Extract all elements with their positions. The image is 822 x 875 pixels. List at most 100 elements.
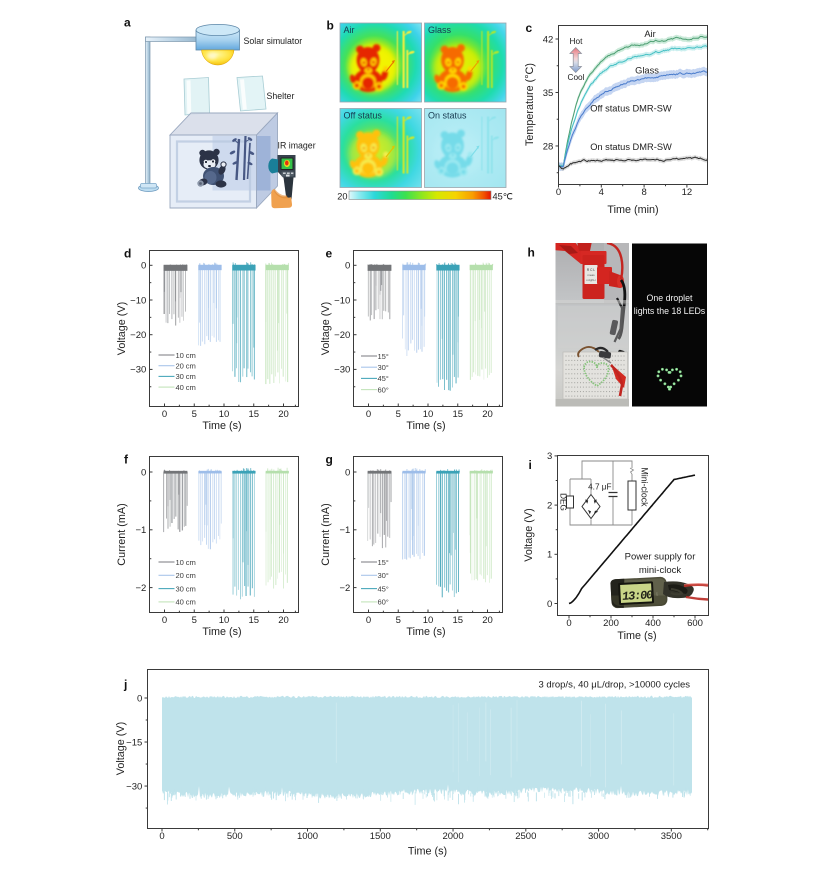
svg-text:lights the 18 LEDs: lights the 18 LEDs [634,306,706,316]
svg-text:−2: −2 [135,583,146,594]
svg-text:35: 35 [543,88,554,99]
svg-text:10: 10 [219,409,230,420]
svg-text:60°: 60° [378,385,389,394]
svg-text:Glass: Glass [428,25,452,35]
svg-text:10 cm: 10 cm [176,351,196,360]
svg-text:b: b [327,19,334,33]
svg-text:0: 0 [141,467,146,478]
svg-text:600: 600 [687,618,703,629]
svg-text:Solar simulator: Solar simulator [244,36,303,46]
svg-text:40 cm: 40 cm [176,598,196,607]
svg-text:45°: 45° [378,374,389,383]
svg-text:−30: −30 [334,365,350,376]
svg-text:42: 42 [543,34,554,45]
svg-text:20: 20 [482,615,493,626]
svg-text:d: d [124,247,131,261]
svg-text:10: 10 [423,615,434,626]
svg-text:4: 4 [599,187,604,198]
svg-text:−15: −15 [126,737,142,748]
svg-text:j: j [123,678,127,692]
svg-text:Voltage (V): Voltage (V) [523,508,535,561]
svg-text:Temperature (°C): Temperature (°C) [524,63,536,146]
svg-text:set: set [655,592,659,596]
svg-text:Voltage (V): Voltage (V) [116,302,128,355]
svg-text:5: 5 [396,615,401,626]
svg-text:0: 0 [162,409,167,420]
svg-text:Time (s): Time (s) [202,420,241,432]
svg-text:c: c [526,21,533,35]
svg-text:v-light-i: v-light-i [586,278,596,282]
svg-text:−30: −30 [130,365,146,376]
svg-text:3: 3 [547,451,552,462]
svg-text:0: 0 [159,831,164,842]
svg-text:3000: 3000 [588,831,609,842]
svg-text:Time (s): Time (s) [617,630,656,642]
svg-text:45°: 45° [378,584,389,593]
svg-text:−20: −20 [334,330,350,341]
svg-text:One droplet: One droplet [647,293,694,303]
svg-text:IR imager: IR imager [278,141,316,151]
svg-text:a: a [124,16,131,30]
svg-text:Air: Air [344,25,355,35]
svg-text:500: 500 [227,831,243,842]
svg-text:13:00: 13:00 [622,588,654,604]
svg-text:Air: Air [644,29,655,39]
svg-text:h: h [528,246,535,260]
svg-text:Time (min): Time (min) [607,204,658,216]
svg-text:Cool: Cool [567,72,584,82]
svg-text:1: 1 [547,550,552,561]
svg-text:4.7 μF: 4.7 μF [588,483,611,492]
svg-text:28: 28 [543,141,554,152]
svg-text:g: g [326,453,333,467]
svg-text:2000: 2000 [442,831,463,842]
svg-text:20 cm: 20 cm [176,362,196,371]
svg-text:5: 5 [192,409,197,420]
svg-text:15: 15 [452,409,463,420]
svg-text:0: 0 [162,615,167,626]
svg-text:On status DMR-SW: On status DMR-SW [590,142,672,152]
svg-text:−1: −1 [135,525,146,536]
svg-text:0: 0 [137,693,142,704]
svg-text:−30: −30 [126,781,142,792]
svg-text:20: 20 [482,409,493,420]
svg-text:−2: −2 [339,583,350,594]
svg-text:0: 0 [556,187,561,198]
svg-text:Shelter: Shelter [267,91,295,101]
svg-text:Power supply for: Power supply for [625,552,696,563]
svg-text:Off status DMR-SW: Off status DMR-SW [590,104,672,114]
svg-text:3 drop/s, 40 μL/drop, >10000 c: 3 drop/s, 40 μL/drop, >10000 cycles [539,680,691,691]
svg-text:1000: 1000 [297,831,318,842]
svg-text:0: 0 [141,261,146,272]
svg-text:15°: 15° [378,558,389,567]
svg-text:1500: 1500 [370,831,391,842]
svg-text:−1: −1 [339,525,350,536]
svg-text:2: 2 [547,500,552,511]
svg-text:Time (s): Time (s) [202,626,241,638]
svg-text:0: 0 [345,467,350,478]
svg-text:e: e [326,247,333,261]
svg-text:3500: 3500 [661,831,682,842]
svg-text:400: 400 [645,618,661,629]
svg-text:20: 20 [278,409,289,420]
svg-text:30°: 30° [378,363,389,372]
svg-text:30 cm: 30 cm [176,584,196,593]
svg-text:15: 15 [452,615,463,626]
svg-text:200: 200 [603,618,619,629]
svg-text:10: 10 [423,409,434,420]
svg-text:20: 20 [278,615,289,626]
svg-text:R C L: R C L [587,268,595,272]
svg-text:8: 8 [641,187,646,198]
svg-text:15°: 15° [378,352,389,361]
svg-text:Voltage (V): Voltage (V) [320,302,332,355]
svg-text:Glass: Glass [635,66,659,76]
svg-text:10: 10 [219,615,230,626]
svg-text:30 cm: 30 cm [176,372,196,381]
svg-text:mini-clock: mini-clock [639,565,681,576]
svg-text:5: 5 [192,615,197,626]
svg-text:20 cm: 20 cm [176,571,196,580]
svg-text:15: 15 [248,409,259,420]
svg-text:Time (s): Time (s) [408,846,447,858]
svg-text:−10: −10 [334,295,350,306]
svg-text:−20: −20 [130,330,146,341]
svg-text:Current (mA): Current (mA) [320,503,332,565]
